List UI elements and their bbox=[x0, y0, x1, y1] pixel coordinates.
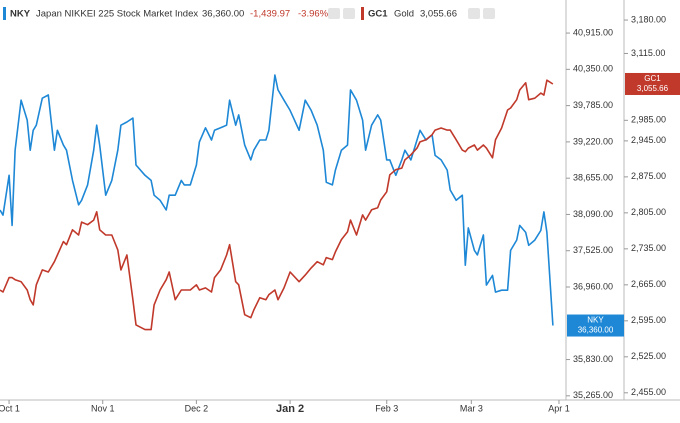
y2-tick-label: 2,455.00 bbox=[631, 387, 666, 397]
legend: NKY Japan NIKKEI 225 Stock Market Index … bbox=[3, 7, 495, 20]
y-tick-label: 35,265.00 bbox=[573, 390, 613, 400]
price-badge-bg bbox=[567, 314, 624, 337]
y-tick-label: 36,960.00 bbox=[573, 281, 613, 291]
legend-swatch bbox=[361, 7, 364, 20]
y2-tick-label: 2,945.00 bbox=[631, 135, 666, 145]
icon[interactable] bbox=[328, 8, 340, 19]
legend-description: Gold bbox=[394, 9, 414, 20]
x-tick-label: Oct 1 bbox=[0, 403, 20, 413]
y2-tick-label: 2,735.00 bbox=[631, 243, 666, 253]
y2-tick-label: 2,985.00 bbox=[631, 115, 666, 125]
y2-tick-label: 3,115.00 bbox=[631, 48, 665, 58]
x-tick-label: Nov 1 bbox=[91, 403, 115, 413]
legend-description: Japan NIKKEI 225 Stock Market Index bbox=[36, 9, 198, 20]
y-tick-label: 38,655.00 bbox=[573, 173, 613, 183]
legend-change-pct: -3.96% bbox=[298, 9, 329, 20]
y2-tick-label: 2,665.00 bbox=[631, 279, 666, 289]
legend-name: NKY bbox=[10, 9, 31, 20]
icon[interactable] bbox=[468, 8, 480, 19]
legend-change: -1,439.97 bbox=[250, 9, 290, 20]
price-badge-value: 36,360.00 bbox=[578, 326, 614, 335]
price-badge-name: NKY bbox=[587, 316, 604, 325]
y2-tick-label: 2,525.00 bbox=[631, 351, 666, 361]
legend-price: 36,360.00 bbox=[202, 9, 244, 20]
x-tick-label: Mar 3 bbox=[460, 403, 483, 413]
y2-tick-label: 2,805.00 bbox=[631, 207, 666, 217]
y2-tick-label: 2,595.00 bbox=[631, 315, 666, 325]
series-line bbox=[0, 74, 554, 326]
x-tick-label: Apr 1 bbox=[548, 403, 570, 413]
legend-name: GC1 bbox=[368, 9, 388, 20]
series-line bbox=[0, 79, 554, 331]
y-tick-label: 37,525.00 bbox=[573, 245, 613, 255]
y-tick-label: 40,350.00 bbox=[573, 64, 613, 74]
x-tick-label: Dec 2 bbox=[185, 403, 209, 413]
x-tick-label: Jan 2 bbox=[276, 403, 304, 415]
y-tick-label: 39,220.00 bbox=[573, 136, 613, 146]
price-badge-value: 3,055.66 bbox=[637, 84, 669, 93]
x-tick-label: Feb 3 bbox=[375, 403, 398, 413]
icon[interactable] bbox=[343, 8, 355, 19]
y-tick-label: 38,090.00 bbox=[573, 209, 613, 219]
y2-tick-label: 3,180.00 bbox=[631, 14, 666, 24]
y-tick-label: 40,915.00 bbox=[573, 27, 613, 37]
icon[interactable] bbox=[483, 8, 495, 19]
legend-price: 3,055.66 bbox=[420, 9, 457, 20]
y-tick-label: 35,830.00 bbox=[573, 354, 613, 364]
legend-swatch bbox=[3, 7, 6, 20]
y2-tick-label: 2,875.00 bbox=[631, 171, 666, 181]
y-tick-label: 39,785.00 bbox=[573, 100, 613, 110]
price-badge-name: GC1 bbox=[644, 74, 661, 83]
price-badge-bg bbox=[625, 72, 680, 95]
